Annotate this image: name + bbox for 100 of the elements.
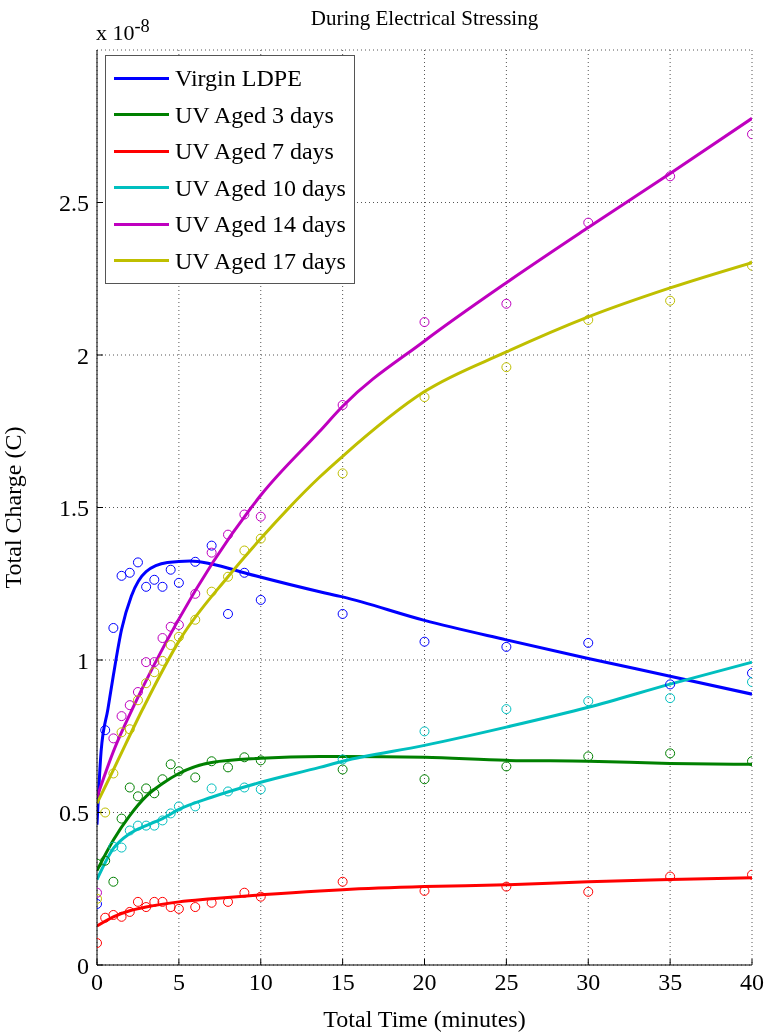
point xyxy=(501,761,512,772)
point xyxy=(501,298,512,309)
point xyxy=(255,594,266,605)
point xyxy=(337,400,348,411)
point xyxy=(141,657,152,668)
point xyxy=(255,784,266,795)
point xyxy=(190,772,201,783)
y-tick-label: 2.5 xyxy=(59,190,89,217)
point xyxy=(157,815,168,826)
point xyxy=(116,711,127,722)
point xyxy=(255,533,266,544)
point xyxy=(239,545,250,556)
point xyxy=(116,842,127,853)
legend-label: UV Aged 10 days xyxy=(175,173,346,203)
point xyxy=(665,693,676,704)
point xyxy=(132,896,143,907)
point xyxy=(124,782,135,793)
point xyxy=(132,791,143,802)
point xyxy=(132,695,143,706)
point xyxy=(337,608,348,619)
point xyxy=(665,748,676,759)
point xyxy=(116,813,127,824)
point xyxy=(124,906,135,917)
point xyxy=(173,619,184,630)
y-axis-title: Total Charge (C) xyxy=(0,426,26,589)
point xyxy=(116,727,127,738)
point xyxy=(223,786,233,797)
point xyxy=(116,911,127,922)
point xyxy=(132,557,143,568)
point xyxy=(124,724,135,735)
point xyxy=(165,808,176,819)
point xyxy=(223,608,233,619)
point xyxy=(149,657,160,668)
point xyxy=(337,876,348,887)
point xyxy=(124,567,135,578)
point xyxy=(149,788,160,799)
point xyxy=(141,820,152,831)
x-tick-label: 35 xyxy=(658,969,683,996)
point xyxy=(206,547,217,558)
x-tick-label: 10 xyxy=(248,969,273,996)
y-tick-label: 1.5 xyxy=(59,495,89,522)
text: x 10$^{-8}$ xyxy=(96,16,150,47)
point xyxy=(149,896,160,907)
point xyxy=(419,726,430,737)
point xyxy=(255,755,266,766)
point xyxy=(149,574,160,585)
x-tick-label: 40 xyxy=(740,969,764,996)
point xyxy=(665,871,676,882)
point xyxy=(337,468,348,479)
point xyxy=(108,768,119,779)
point xyxy=(116,570,127,581)
point xyxy=(239,782,250,793)
point xyxy=(157,633,168,644)
point xyxy=(108,841,119,852)
point xyxy=(206,756,217,767)
point xyxy=(100,807,111,818)
point xyxy=(337,764,348,775)
point xyxy=(190,801,201,812)
point xyxy=(165,759,176,770)
point xyxy=(173,766,184,777)
point xyxy=(239,752,250,763)
x-tick-label: 5 xyxy=(172,969,185,996)
point xyxy=(337,754,348,765)
point xyxy=(157,896,168,907)
chart-title: During Electrical Stressing xyxy=(310,6,539,30)
point xyxy=(157,655,168,666)
point xyxy=(255,511,266,522)
point xyxy=(108,876,119,887)
point xyxy=(108,622,119,633)
point xyxy=(190,614,201,625)
point xyxy=(141,783,152,794)
point xyxy=(239,567,250,578)
point xyxy=(239,887,250,898)
point xyxy=(583,314,594,325)
point xyxy=(165,640,176,651)
point xyxy=(419,317,430,328)
point xyxy=(583,637,594,648)
x-tick-label: 25 xyxy=(494,969,519,996)
point xyxy=(108,909,119,920)
point xyxy=(501,881,512,892)
point xyxy=(583,696,594,707)
point xyxy=(223,529,233,540)
point xyxy=(157,581,168,592)
point xyxy=(419,392,430,403)
point xyxy=(100,855,111,866)
point xyxy=(419,774,430,785)
x-tick-label: 15 xyxy=(330,969,355,996)
point xyxy=(206,783,217,794)
point xyxy=(206,897,217,908)
point xyxy=(100,725,111,736)
y-tick-label: 0.5 xyxy=(59,800,89,827)
point xyxy=(206,586,217,597)
point xyxy=(173,801,184,812)
x-axis-title: Total Time (minutes) xyxy=(323,1006,526,1032)
point xyxy=(223,571,233,582)
point xyxy=(206,540,217,551)
line-series xyxy=(97,660,752,882)
legend-label: Virgin LDPE xyxy=(175,64,302,93)
point xyxy=(583,886,594,897)
legend-label: UV Aged 17 days xyxy=(175,246,346,276)
